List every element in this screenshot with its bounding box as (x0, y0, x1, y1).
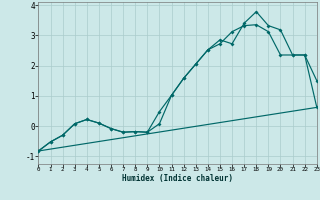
X-axis label: Humidex (Indice chaleur): Humidex (Indice chaleur) (122, 174, 233, 183)
